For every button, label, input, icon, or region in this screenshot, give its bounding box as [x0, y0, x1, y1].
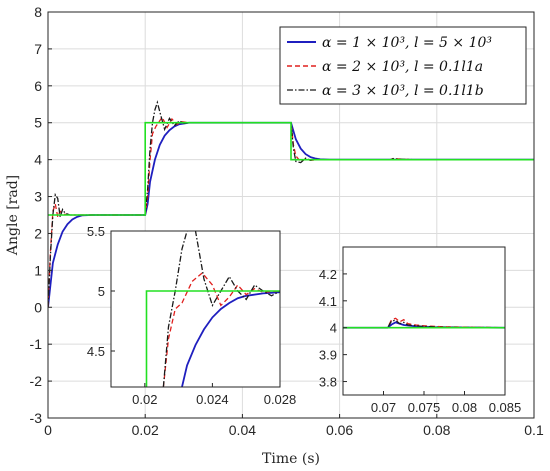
main-y-tick-label: 6 [34, 78, 42, 94]
main-x-tick-label: 0.04 [229, 422, 256, 438]
inset-left-series-line-3 [162, 231, 280, 387]
inset-left-series-line-2 [162, 272, 280, 387]
main-ticks: 0 0.02 0.04 0.06 0.08 0.1 -3 -2 -1 0 1 2 3 4 5 6 7 8 [30, 4, 544, 438]
inset-left-y-tick-label: 5.5 [87, 224, 105, 239]
main-series-line-4 [48, 121, 534, 216]
inset-right-x-tick-label: 0.07 [371, 400, 396, 415]
inset-left-series-line-4 [145, 290, 280, 387]
inset-right-series-line-3 [343, 319, 505, 329]
y-axis-label: Angle [rad] [5, 175, 21, 256]
inset-right-x-tick-label: 0.08 [452, 400, 477, 415]
inset-left-ticks: 0.02 0.024 0.028 4.5 5 5.5 [87, 224, 296, 407]
inset-right-y-tick-label: 4 [330, 321, 337, 336]
main-y-tick-label: 3 [34, 189, 42, 205]
legend-entry-series-3: α = 3 × 10³, l = 0.1l1b [322, 83, 484, 99]
inset-right-y-tick-label: 3.8 [319, 375, 337, 390]
main-y-tick-label: 2 [34, 225, 42, 241]
main-y-tick-label: -3 [30, 410, 43, 426]
main-x-tick-label: 0.02 [132, 422, 159, 438]
inset-left-series [145, 231, 280, 387]
main-series-line-1 [48, 121, 534, 308]
main-x-tick-label: 0 [44, 422, 52, 438]
main-y-tick-label: 0 [34, 299, 42, 315]
x-axis-label: Time (s) [262, 451, 320, 467]
inset-right-series [343, 317, 505, 329]
inset-right-y-tick-label: 4.2 [319, 267, 337, 282]
inset-right-x-tick-label: 0.075 [408, 400, 441, 415]
inset-left-y-tick-label: 4.5 [87, 344, 105, 359]
legend-entry-series-2: α = 2 × 10³, l = 0.1l1a [322, 59, 483, 75]
inset-left-frame [110, 230, 281, 388]
inset-left-series-line-1 [181, 291, 280, 387]
legend-box [279, 26, 527, 105]
inset-right-x-tick-label: 0.085 [489, 400, 522, 415]
main-series [48, 100, 534, 308]
inset-left-x-tick-label: 0.02 [132, 392, 157, 407]
inset-right-y-tick-label: 3.9 [319, 348, 337, 363]
inset-right-y-tick-label: 4.1 [319, 294, 337, 309]
main-y-tick-label: 1 [34, 262, 42, 278]
legend-entry-series-1: α = 1 × 10³, l = 5 × 10³ [322, 35, 492, 51]
main-plot-frame [47, 11, 535, 419]
main-y-tick-label: 7 [34, 41, 42, 57]
inset-right-ticks: 0.07 0.075 0.08 0.085 3.8 3.9 4 4.1 4.2 [319, 267, 521, 415]
main-y-tick-label: -1 [30, 336, 43, 352]
inset-left-background [111, 231, 280, 387]
inset-right-background [343, 247, 505, 395]
inset-left-x-tick-label: 0.024 [196, 392, 229, 407]
inset-left-y-tick-label: 5 [98, 284, 105, 299]
inset-left-x-tick-label: 0.028 [264, 392, 297, 407]
main-x-tick-label: 0.06 [326, 422, 353, 438]
main-x-tick-label: 0.1 [524, 422, 544, 438]
main-y-tick-label: 4 [34, 152, 42, 168]
legend: α = 1 × 10³, l = 5 × 10³ α = 2 × 10³, l … [279, 26, 527, 105]
inset-right-zoom: 0.07 0.075 0.08 0.085 3.8 3.9 4 4.1 4.2 [319, 246, 521, 415]
main-y-tick-label: -2 [30, 373, 43, 389]
main-x-tick-label: 0.08 [423, 422, 450, 438]
main-y-tick-label: 5 [34, 115, 42, 131]
inset-left-zoom: 0.02 0.024 0.028 4.5 5 5.5 [87, 224, 296, 407]
main-y-tick-label: 8 [34, 4, 42, 20]
